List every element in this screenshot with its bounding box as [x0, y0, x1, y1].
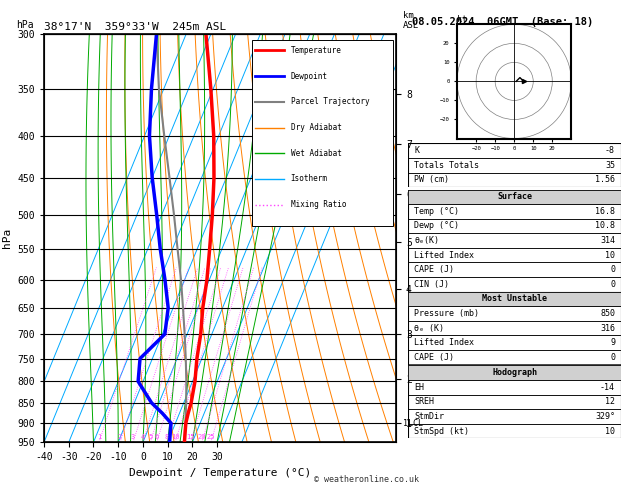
Bar [408, 409, 621, 424]
Text: Temp (°C): Temp (°C) [414, 207, 459, 216]
Text: Dewp (°C): Dewp (°C) [414, 222, 459, 230]
Text: 08.05.2024  06GMT  (Base: 18): 08.05.2024 06GMT (Base: 18) [412, 17, 593, 27]
Bar [408, 143, 621, 158]
Text: Lifted Index: Lifted Index [414, 251, 474, 260]
Text: StmSpd (kt): StmSpd (kt) [414, 427, 469, 435]
Text: 0: 0 [610, 280, 615, 289]
Text: km
ASL: km ASL [403, 11, 420, 30]
Text: CIN (J): CIN (J) [414, 280, 449, 289]
Bar [408, 173, 621, 187]
Text: 10: 10 [605, 427, 615, 435]
Text: kt: kt [457, 15, 467, 24]
Bar [408, 365, 621, 380]
FancyBboxPatch shape [252, 40, 392, 226]
Text: 5: 5 [148, 434, 152, 440]
Text: CAPE (J): CAPE (J) [414, 265, 454, 274]
Text: 10.8: 10.8 [595, 222, 615, 230]
Text: 0: 0 [610, 353, 615, 362]
Text: θₑ(K): θₑ(K) [414, 236, 439, 245]
Bar [408, 277, 621, 292]
Text: 0: 0 [610, 367, 615, 376]
Text: 35: 35 [605, 161, 615, 170]
Bar [408, 190, 621, 204]
Bar [408, 262, 621, 277]
Text: Totals Totals: Totals Totals [414, 161, 479, 170]
Text: 850: 850 [600, 309, 615, 318]
Text: 329°: 329° [595, 412, 615, 421]
Text: EH: EH [414, 383, 424, 392]
Y-axis label: hPa: hPa [2, 228, 12, 248]
Text: 3: 3 [131, 434, 135, 440]
Text: 16.8: 16.8 [595, 207, 615, 216]
Text: 314: 314 [600, 236, 615, 245]
Text: Hodograph: Hodograph [492, 368, 537, 377]
Text: Lifted Index: Lifted Index [414, 338, 474, 347]
Text: 10: 10 [171, 434, 179, 440]
Text: Dry Adiabat: Dry Adiabat [291, 123, 342, 132]
Text: hPa: hPa [16, 20, 33, 30]
Text: -8: -8 [605, 146, 615, 155]
Text: 4: 4 [140, 434, 145, 440]
Text: 1LCL: 1LCL [403, 418, 423, 428]
Bar [408, 158, 621, 173]
Text: 12: 12 [605, 398, 615, 406]
Text: Temperature: Temperature [291, 46, 342, 55]
Bar [408, 306, 621, 321]
Text: StmDir: StmDir [414, 412, 444, 421]
Text: CAPE (J): CAPE (J) [414, 353, 454, 362]
Text: CIN (J): CIN (J) [414, 367, 449, 376]
Text: Surface: Surface [497, 192, 532, 201]
Text: 15: 15 [186, 434, 195, 440]
Text: PW (cm): PW (cm) [414, 175, 449, 184]
Text: 10: 10 [605, 251, 615, 260]
Text: Parcel Trajectory: Parcel Trajectory [291, 97, 369, 106]
Text: 2: 2 [118, 434, 122, 440]
Bar [408, 292, 621, 306]
Text: Dewpoint: Dewpoint [291, 71, 328, 81]
Bar [408, 233, 621, 248]
Text: 6: 6 [155, 434, 159, 440]
Text: © weatheronline.co.uk: © weatheronline.co.uk [314, 474, 420, 484]
Bar [408, 219, 621, 233]
Text: 1.56: 1.56 [595, 175, 615, 184]
Text: Wet Adiabat: Wet Adiabat [291, 149, 342, 158]
Bar [408, 335, 621, 350]
Text: 25: 25 [206, 434, 215, 440]
Text: Pressure (mb): Pressure (mb) [414, 309, 479, 318]
Text: K: K [414, 146, 419, 155]
X-axis label: Dewpoint / Temperature (°C): Dewpoint / Temperature (°C) [129, 468, 311, 478]
Text: Most Unstable: Most Unstable [482, 295, 547, 303]
Text: SREH: SREH [414, 398, 434, 406]
Bar [408, 364, 621, 379]
Bar [408, 424, 621, 438]
Text: 0: 0 [610, 265, 615, 274]
Bar [408, 321, 621, 335]
Text: 38°17'N  359°33'W  245m ASL: 38°17'N 359°33'W 245m ASL [44, 22, 226, 32]
Bar [408, 380, 621, 395]
Text: 316: 316 [600, 324, 615, 332]
Text: 8: 8 [165, 434, 169, 440]
Text: -14: -14 [600, 383, 615, 392]
Bar [408, 350, 621, 364]
Text: Mixing Ratio: Mixing Ratio [291, 200, 346, 209]
Bar [408, 395, 621, 409]
Text: Isotherm: Isotherm [291, 174, 328, 183]
Text: θₑ (K): θₑ (K) [414, 324, 444, 332]
Bar [408, 248, 621, 262]
Text: 1: 1 [97, 434, 101, 440]
Text: 20: 20 [198, 434, 206, 440]
Bar [408, 204, 621, 219]
Text: 9: 9 [610, 338, 615, 347]
